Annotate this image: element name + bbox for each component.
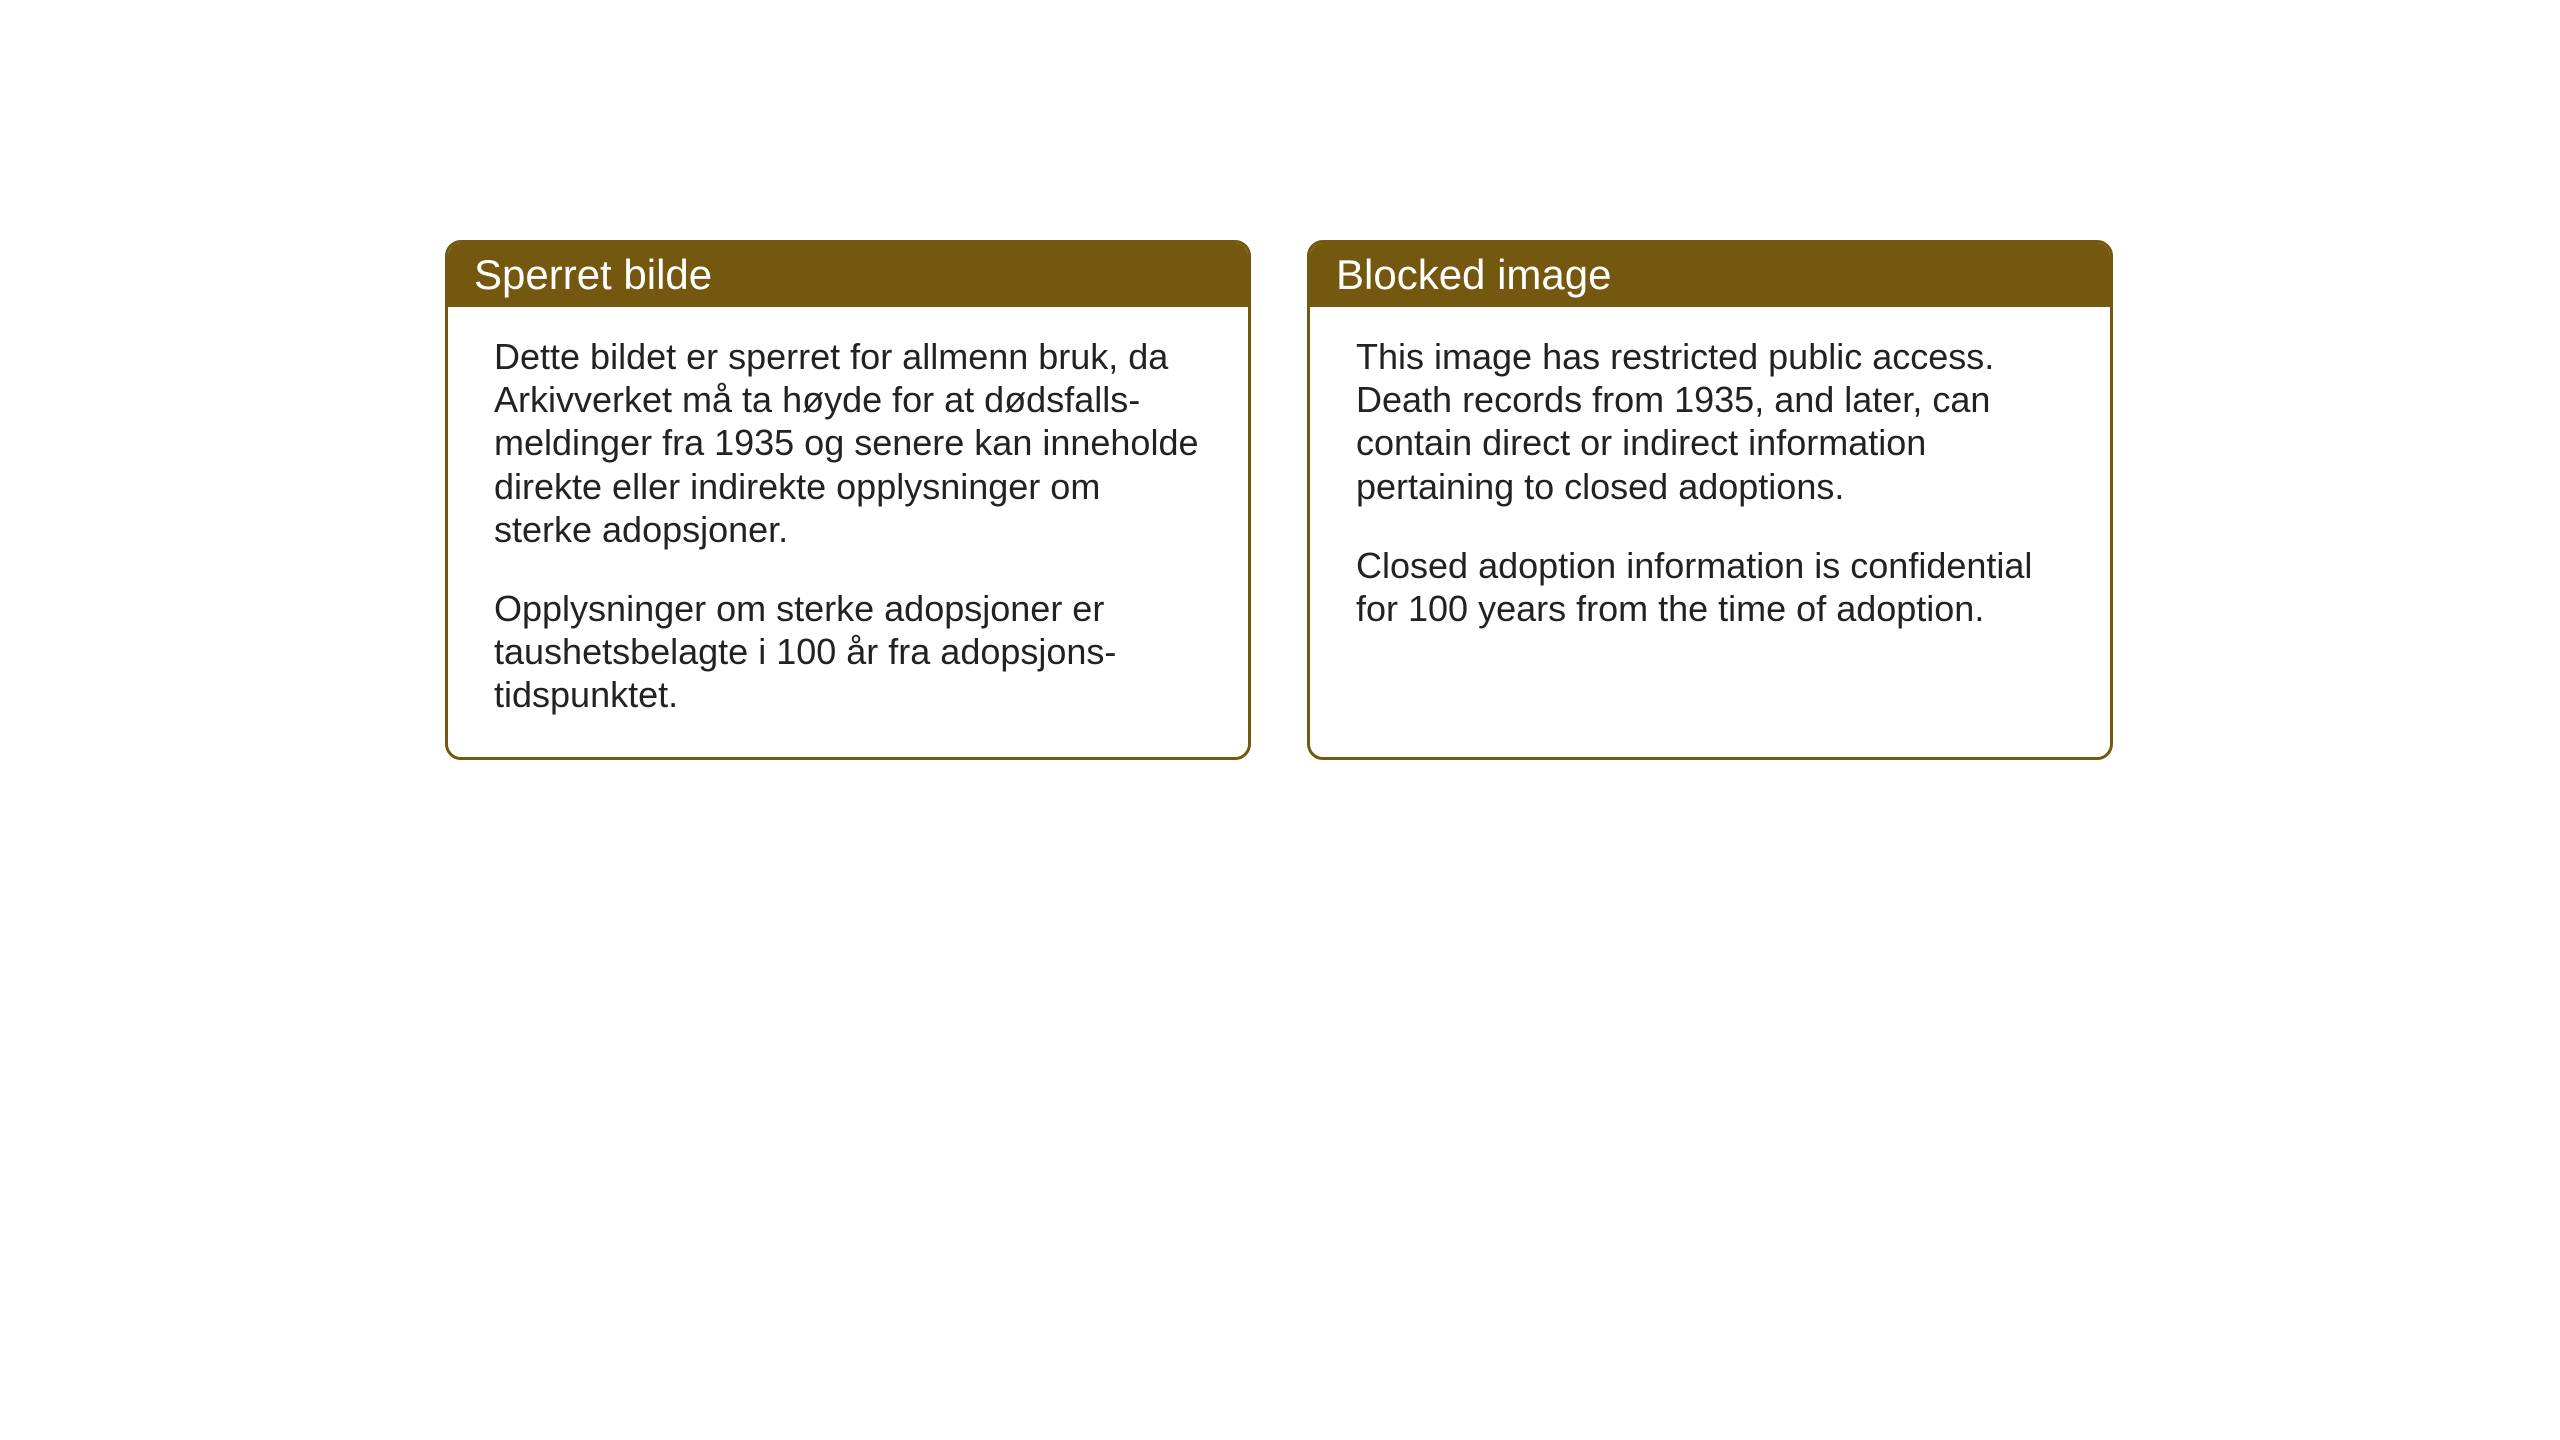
- card-para1-english: This image has restricted public access.…: [1356, 335, 2064, 508]
- card-para1-norwegian: Dette bildet er sperret for allmenn bruk…: [494, 335, 1202, 551]
- cards-container: Sperret bilde Dette bildet er sperret fo…: [445, 240, 2113, 760]
- card-norwegian: Sperret bilde Dette bildet er sperret fo…: [445, 240, 1251, 760]
- card-header-english: Blocked image: [1310, 243, 2110, 307]
- card-header-norwegian: Sperret bilde: [448, 243, 1248, 307]
- card-body-english: This image has restricted public access.…: [1310, 307, 2110, 670]
- card-title-norwegian: Sperret bilde: [474, 251, 712, 298]
- card-para2-english: Closed adoption information is confident…: [1356, 544, 2064, 630]
- card-title-english: Blocked image: [1336, 251, 1611, 298]
- card-para2-norwegian: Opplysninger om sterke adopsjoner er tau…: [494, 587, 1202, 717]
- card-english: Blocked image This image has restricted …: [1307, 240, 2113, 760]
- card-body-norwegian: Dette bildet er sperret for allmenn bruk…: [448, 307, 1248, 757]
